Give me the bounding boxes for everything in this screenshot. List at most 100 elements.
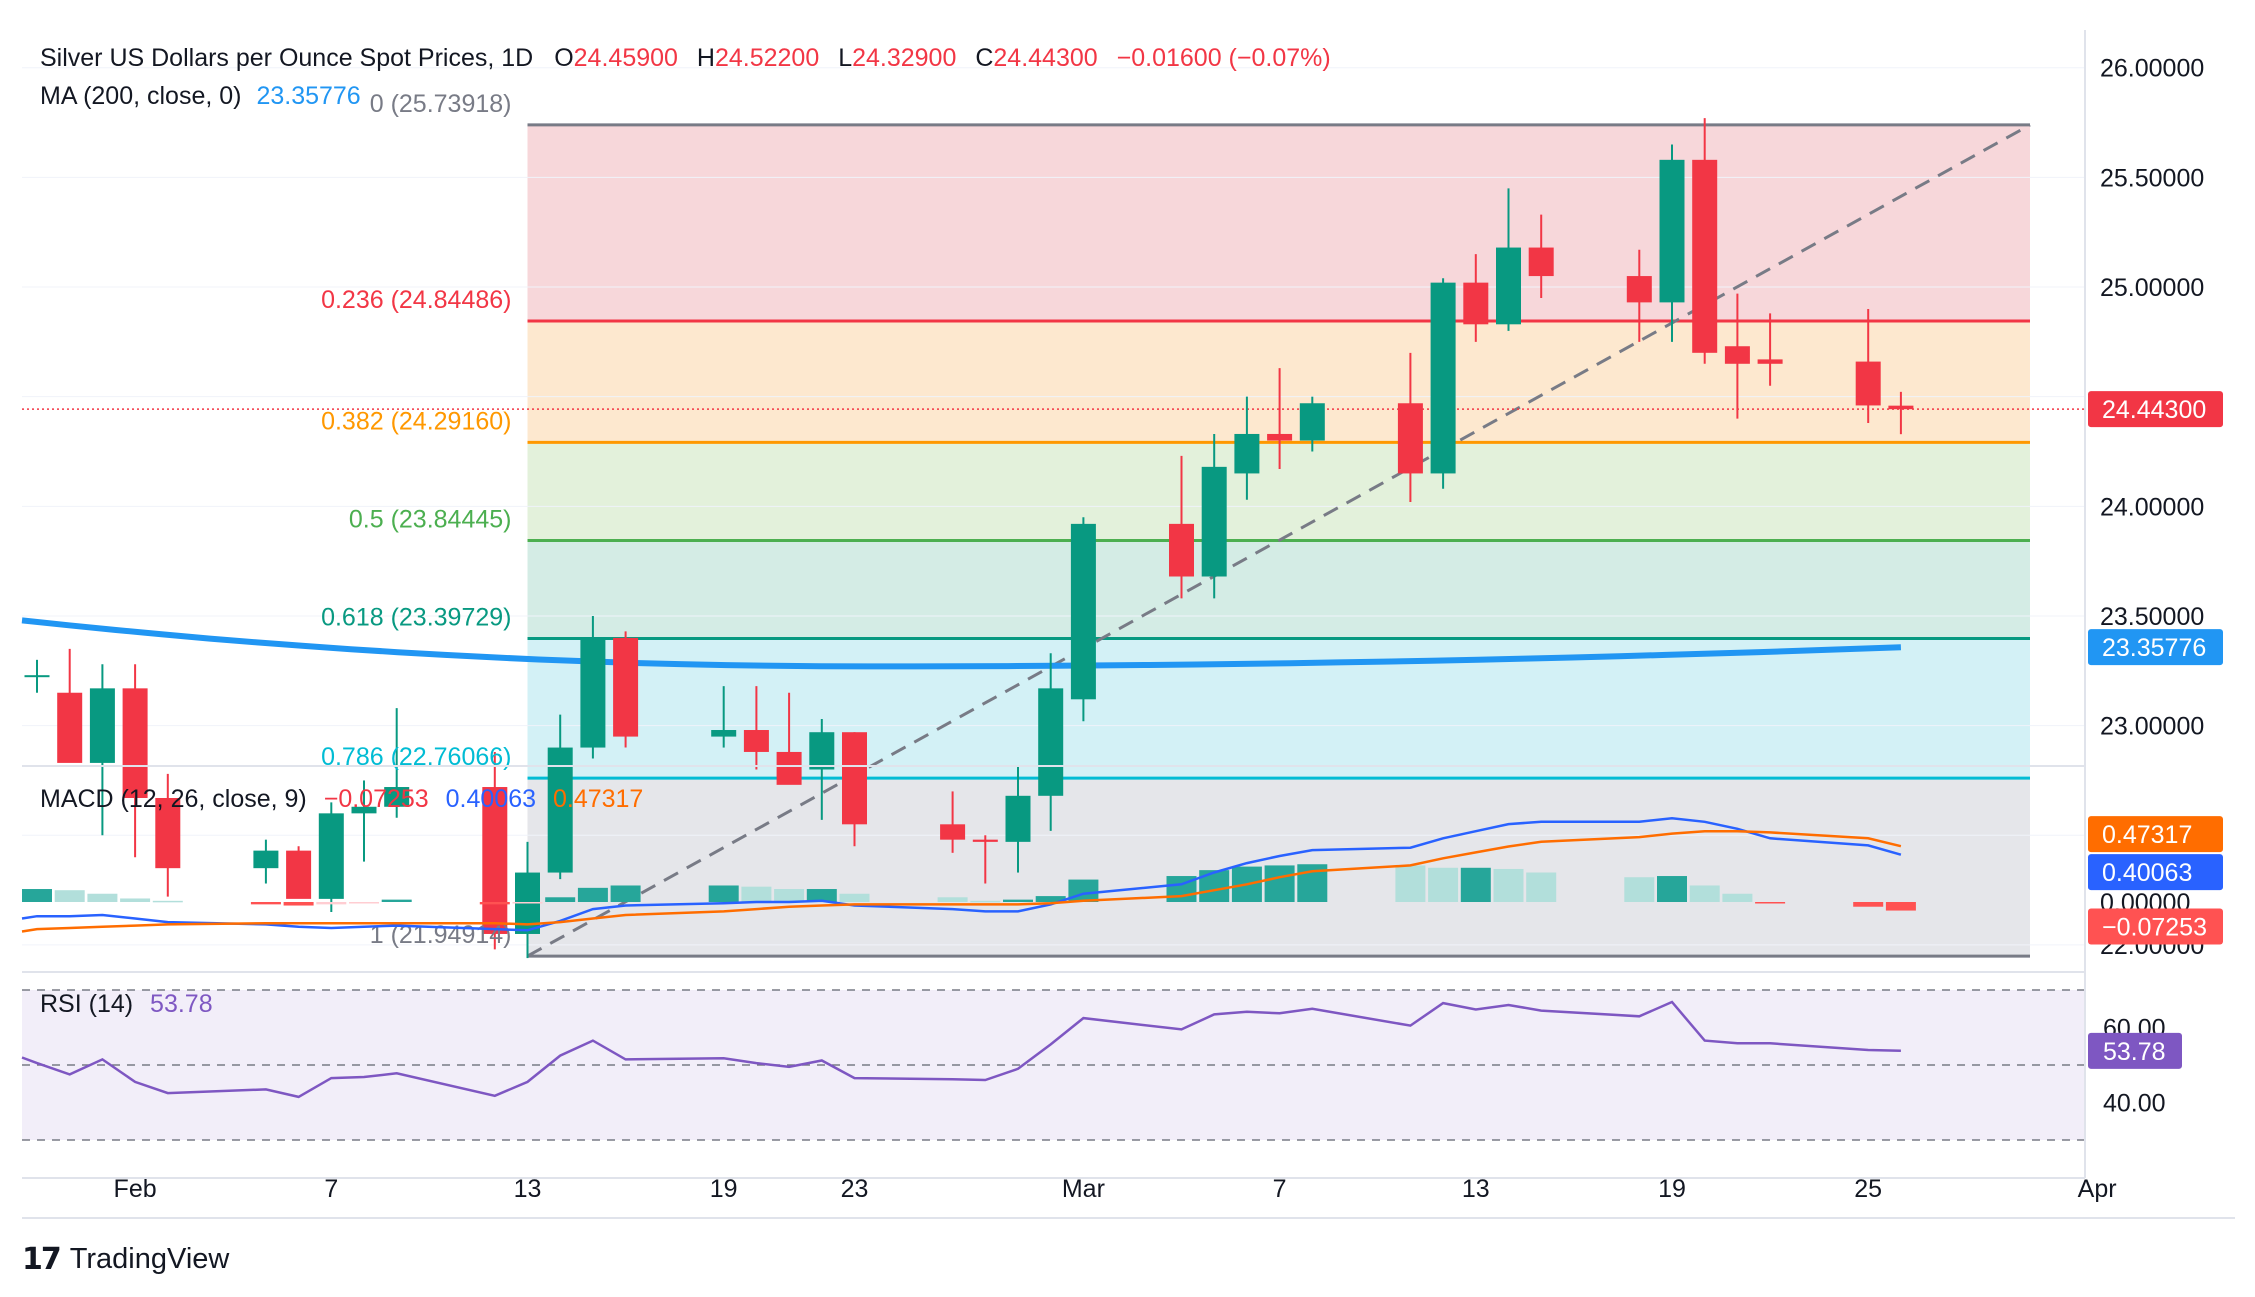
candle-2024-03-06[interactable] (1234, 396, 1260, 500)
candle-2024-02-29[interactable] (1038, 653, 1064, 831)
candle-2024-03-18[interactable] (1626, 249, 1652, 342)
tradingview-brand-name: TradingView (69, 1243, 230, 1275)
candle-2024-02-23[interactable] (842, 732, 867, 847)
macd-pane[interactable] (21, 816, 1916, 933)
candle-2024-03-26[interactable] (1888, 391, 1914, 435)
macd-hist-bar (1493, 868, 1524, 902)
candle-body (613, 637, 639, 737)
candle-2024-02-09[interactable] (384, 708, 410, 818)
symbol-title[interactable]: Silver US Dollars per Ounce Spot Prices,… (40, 44, 534, 72)
legend-rsi-row: RSI (14) 53.78 (40, 990, 213, 1019)
rsi-tick-label: 40.00 (2103, 1090, 2166, 1118)
candle-2024-03-20[interactable] (1692, 118, 1718, 364)
tradingview-branding[interactable]: 17 TradingView (22, 1242, 229, 1277)
macd-hist-bar (1003, 899, 1033, 902)
time-tick-label: Mar (1062, 1175, 1105, 1203)
macd-hist-bar (1526, 872, 1557, 902)
candle-2024-01-31[interactable] (89, 664, 115, 836)
price-tick-label: 24.00000 (2100, 493, 2204, 521)
candle-2024-02-19[interactable] (711, 686, 737, 748)
candle-2024-02-16[interactable] (613, 631, 639, 748)
candle-body (1659, 159, 1685, 303)
candle-body (155, 797, 181, 869)
candle-2024-02-08[interactable] (351, 780, 377, 862)
ohlc-high-label: H (696, 44, 715, 72)
candle-2024-02-14[interactable] (547, 714, 573, 880)
fib-label-0.618: 0.618 (23.39729) (321, 604, 511, 632)
candle-2024-03-12[interactable] (1430, 278, 1456, 489)
ma-price-badge[interactable]: 23.35776 (2088, 629, 2223, 666)
candle-body (1038, 688, 1064, 796)
rsi-pane[interactable] (21, 989, 2085, 1141)
time-scale[interactable]: Feb 7 13 19 23 Mar 7 13 19 25 Apr (114, 1175, 2117, 1203)
candle-2024-01-30[interactable] (57, 648, 83, 763)
macd-hist-bar (479, 902, 510, 905)
candle-2024-02-06[interactable] (286, 846, 312, 899)
candle-2024-02-02[interactable] (155, 773, 181, 897)
macd-hist-bar (87, 893, 118, 902)
candle-2024-03-22[interactable] (1757, 313, 1783, 386)
price-pane[interactable]: 0 (25.73918) 0.236 (24.84486) 0.382 (24.29… (21, 67, 2085, 959)
price-tick-label: 23.50000 (2100, 603, 2204, 631)
candle-body (1724, 346, 1750, 364)
macd-hist-bar (1689, 885, 1720, 902)
candle-body (1299, 403, 1325, 441)
candle-2024-02-05[interactable] (253, 839, 279, 884)
candle-body (89, 688, 115, 763)
candle-2024-02-27[interactable] (972, 835, 998, 884)
candle-2024-03-14[interactable] (1496, 188, 1521, 331)
ma-price-badge-text: 23.35776 (2102, 634, 2206, 662)
candle-2024-03-07[interactable] (1267, 368, 1293, 470)
price-tick-label: 23.00000 (2100, 713, 2204, 741)
macd-hist-bar (610, 885, 641, 902)
candle-body (940, 824, 966, 840)
candle-2024-03-08[interactable] (1299, 396, 1325, 452)
candle-2024-02-22[interactable] (809, 719, 835, 820)
candle-body (1005, 795, 1031, 842)
last-price-badge[interactable]: 24.44300 (2088, 391, 2223, 428)
time-tick-label: 23 (841, 1175, 869, 1203)
macd-signal-badge[interactable]: 0.47317 (2088, 816, 2223, 853)
rsi-value-badge[interactable]: 53.78 (2088, 1032, 2182, 1069)
candle-2024-02-01[interactable] (122, 664, 148, 858)
candle-2024-02-12[interactable] (482, 751, 508, 950)
macd-hist-bar (1428, 867, 1459, 902)
macd-legend-hist: −0.07253 (323, 785, 429, 813)
candle-2024-03-05[interactable] (1201, 433, 1227, 599)
macd-hist-bar (1395, 865, 1426, 902)
ohlc-high-value: 24.52200 (714, 44, 820, 72)
macd-hist-bar (839, 893, 870, 902)
time-tick-label: Feb (114, 1175, 157, 1203)
candle-body (809, 732, 835, 770)
candle-2024-02-26[interactable] (940, 791, 966, 853)
candle-2024-02-28[interactable] (1005, 765, 1031, 873)
fib-zone-0 (527, 124, 2030, 322)
candle-2024-01-29[interactable] (24, 659, 50, 693)
ma-legend-label[interactable]: MA (200, close, 0) (40, 82, 242, 110)
fib-label-0: 0 (25.73918) (370, 90, 512, 118)
macd-value-badge[interactable]: 0.40063 (2088, 854, 2223, 891)
candle-2024-03-19[interactable] (1659, 144, 1685, 342)
candle-2024-03-01[interactable] (1070, 517, 1096, 722)
time-tick-label: 7 (324, 1175, 338, 1203)
time-tick-label: 7 (1273, 1175, 1287, 1203)
candle-2024-02-07[interactable] (318, 802, 344, 913)
price-scale[interactable]: 26.00000 25.50000 25.00000 24.00000 23.50000… (2088, 55, 2223, 1118)
macd-legend-label[interactable]: MACD (12, 26, close, 9) (40, 785, 307, 813)
candle-2024-02-20[interactable] (743, 686, 769, 770)
candle-2024-03-11[interactable] (1397, 352, 1423, 502)
candle-body (580, 637, 606, 748)
candle-2024-03-15[interactable] (1528, 214, 1554, 298)
candle-2024-03-13[interactable] (1463, 254, 1489, 342)
candle-2024-03-21[interactable] (1724, 293, 1750, 419)
candle-2024-03-04[interactable] (1169, 455, 1194, 599)
candle-2024-03-25[interactable] (1855, 308, 1881, 423)
macd-hist-badge[interactable]: −0.07253 (2088, 908, 2223, 945)
candle-2024-02-15[interactable] (580, 615, 606, 759)
fib-label-0.236: 0.236 (24.84486) (321, 286, 511, 314)
ma200-line (21, 617, 1902, 670)
time-tick-label: 13 (514, 1175, 542, 1203)
rsi-legend-label[interactable]: RSI (14) (40, 990, 134, 1018)
candle-2024-02-21[interactable] (776, 692, 802, 785)
